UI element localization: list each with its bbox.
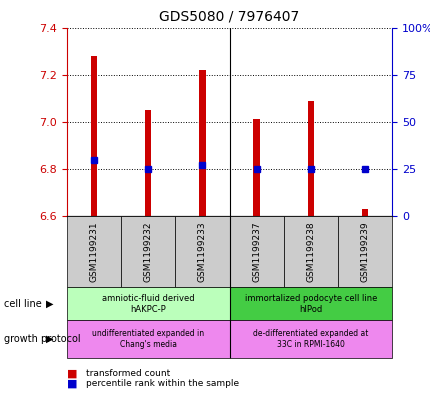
Bar	[67, 216, 121, 287]
Text: ▶: ▶	[46, 334, 53, 344]
Bar	[121, 216, 175, 287]
Bar	[283, 216, 337, 287]
Text: ■: ■	[67, 378, 77, 388]
Text: undifferentiated expanded in
Chang's media: undifferentiated expanded in Chang's med…	[92, 329, 204, 349]
Bar	[67, 287, 229, 320]
Bar	[229, 287, 391, 320]
Bar	[337, 216, 391, 287]
Text: ■: ■	[67, 368, 77, 378]
Text: GSM1199237: GSM1199237	[252, 221, 261, 282]
Text: GSM1199233: GSM1199233	[197, 221, 206, 282]
Text: ▶: ▶	[46, 299, 53, 309]
Text: cell line: cell line	[4, 299, 42, 309]
Bar	[253, 119, 259, 216]
Text: amniotic-fluid derived
hAKPC-P: amniotic-fluid derived hAKPC-P	[101, 294, 194, 314]
Text: immortalized podocyte cell line
hIPod: immortalized podocyte cell line hIPod	[244, 294, 376, 314]
Bar	[229, 216, 283, 287]
Bar	[307, 101, 313, 216]
Bar	[175, 216, 229, 287]
Text: GSM1199238: GSM1199238	[306, 221, 315, 282]
Bar	[199, 70, 205, 216]
Bar	[67, 320, 229, 358]
Text: GSM1199231: GSM1199231	[89, 221, 98, 282]
Bar	[90, 56, 97, 216]
Text: GSM1199239: GSM1199239	[360, 221, 369, 282]
Bar	[229, 320, 391, 358]
Text: percentile rank within the sample: percentile rank within the sample	[86, 379, 239, 387]
Text: GSM1199232: GSM1199232	[143, 221, 152, 282]
Bar	[144, 110, 151, 216]
Text: de-differentiated expanded at
33C in RPMI-1640: de-differentiated expanded at 33C in RPM…	[252, 329, 368, 349]
Text: transformed count: transformed count	[86, 369, 170, 378]
Bar	[361, 209, 368, 216]
Text: growth protocol: growth protocol	[4, 334, 81, 344]
Title: GDS5080 / 7976407: GDS5080 / 7976407	[159, 9, 299, 24]
